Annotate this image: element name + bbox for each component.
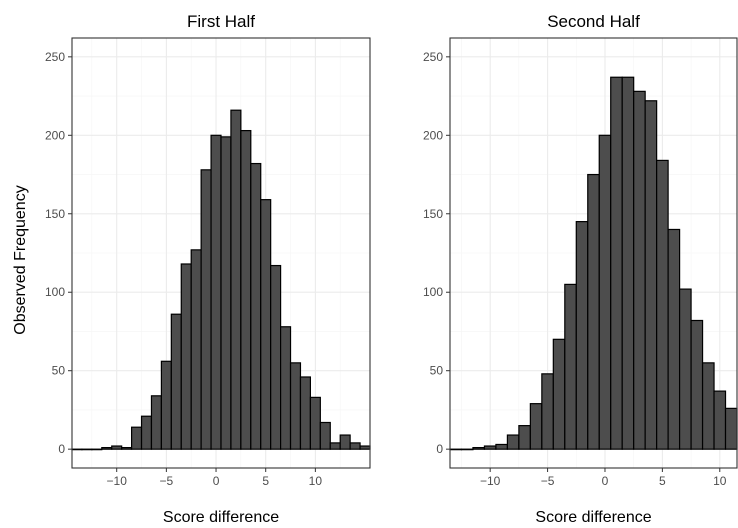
- histogram-bar: [289, 362, 302, 450]
- histogram-bar: [111, 445, 123, 450]
- x-tick-label: −5: [160, 474, 174, 488]
- histogram-bar: [633, 90, 646, 450]
- y-tick-label: 0: [436, 442, 443, 456]
- y-tick-label: 200: [423, 128, 443, 142]
- x-tick-label: 10: [713, 474, 727, 488]
- histogram-bar: [349, 442, 361, 450]
- histogram-bar: [552, 338, 566, 450]
- histogram-bar: [230, 109, 242, 450]
- panel-first-half: 0 50 100 150 200 250 −10 −5 0 5 10 First Half Score …: [45, 12, 371, 526]
- y-tick-label: 250: [423, 50, 443, 64]
- histogram-bar: [240, 129, 252, 450]
- histogram-bar: [359, 445, 371, 450]
- panel-border: [71, 37, 371, 469]
- histogram-bar: [472, 446, 486, 450]
- x-tick-label: −10: [107, 474, 128, 488]
- histogram-bar: [575, 221, 589, 450]
- histogram-bar: [81, 448, 93, 451]
- histogram-bar: [131, 426, 143, 450]
- y-tick-label: 50: [52, 364, 66, 378]
- y-tick-label: 250: [45, 50, 65, 64]
- histogram-bar: [160, 360, 172, 450]
- histogram-bar: [598, 134, 612, 450]
- histogram-bar: [121, 446, 133, 450]
- y-tick-label: 150: [45, 207, 65, 221]
- histogram-bar: [529, 403, 543, 450]
- histogram-bar: [71, 448, 83, 451]
- x-tick-label: −5: [541, 474, 555, 488]
- histogram-bar: [449, 448, 463, 451]
- panel-title: Second Half: [547, 12, 640, 31]
- histogram-bar: [460, 448, 474, 451]
- histogram-bar: [701, 362, 715, 450]
- x-tick-label: 0: [602, 474, 609, 488]
- histogram-bar: [656, 159, 669, 450]
- y-tick-label: 0: [58, 442, 65, 456]
- panel-border: [449, 37, 738, 469]
- histogram-bar: [483, 445, 497, 450]
- x-axis-title: Score difference: [535, 509, 651, 526]
- y-tick-label: 100: [45, 285, 65, 299]
- histogram-bar: [210, 134, 222, 450]
- histogram-bar: [610, 76, 623, 450]
- histogram-bar: [587, 173, 600, 450]
- histogram-bar: [319, 421, 331, 450]
- histogram-bar: [180, 263, 192, 450]
- histogram-bar: [200, 169, 212, 450]
- histogram-bar: [280, 326, 292, 450]
- y-tick-label: 150: [423, 207, 443, 221]
- panel-second-half: 0 50 100 150 200 250 −10 −5 0 5 10 Second Half Score…: [423, 12, 738, 526]
- histogram-bar: [690, 319, 704, 450]
- histogram-bar: [101, 446, 113, 450]
- histogram-bar: [678, 288, 692, 450]
- histogram-bar: [270, 264, 282, 450]
- histogram-bar: [644, 100, 658, 450]
- histogram-bar: [329, 442, 341, 450]
- y-axis-title: Observed Frequency: [12, 185, 29, 334]
- x-tick-label: 5: [262, 474, 269, 488]
- histogram-bar: [91, 448, 103, 451]
- histogram-bar: [339, 434, 351, 450]
- y-tick-label: 200: [45, 128, 65, 142]
- histogram-bar: [190, 249, 202, 450]
- histogram-bar: [667, 228, 681, 450]
- panel-title: First Half: [187, 12, 255, 31]
- y-tick-label: 100: [423, 285, 443, 299]
- histogram-bar: [150, 395, 162, 450]
- histogram-bar: [564, 283, 577, 450]
- x-tick-label: 5: [659, 474, 666, 488]
- histogram-bar: [713, 390, 727, 450]
- histogram-bar: [495, 443, 509, 450]
- y-tick-label: 50: [430, 364, 444, 378]
- x-tick-label: −10: [480, 474, 501, 488]
- histogram-bar: [518, 425, 531, 450]
- histogram-bar: [140, 415, 153, 450]
- histogram-bar: [250, 162, 262, 450]
- histogram-bar: [724, 407, 738, 450]
- histogram-bar: [220, 136, 232, 450]
- histogram-bar: [506, 434, 520, 450]
- histogram-bar: [170, 313, 182, 450]
- x-tick-label: 0: [213, 474, 220, 488]
- histogram-bar: [260, 199, 272, 450]
- x-tick-label: 10: [309, 474, 323, 488]
- x-axis-title: Score difference: [163, 509, 279, 526]
- histogram-bar: [621, 76, 635, 450]
- histogram-bar: [541, 373, 554, 450]
- histogram-bar: [309, 396, 321, 450]
- histogram-bar: [299, 376, 312, 450]
